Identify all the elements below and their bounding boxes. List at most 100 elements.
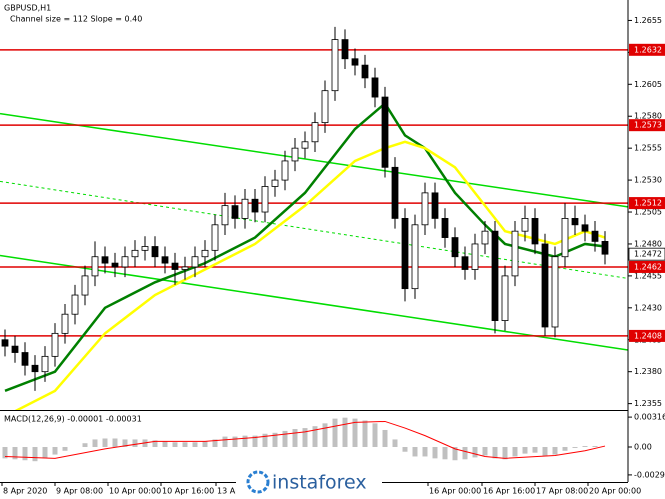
macd-bar bbox=[312, 426, 318, 447]
candle-body bbox=[101, 256, 109, 264]
candle-body bbox=[171, 262, 179, 270]
candle-body bbox=[441, 218, 449, 238]
y-tick-label: 1.2355 bbox=[634, 399, 662, 408]
macd-bar bbox=[232, 436, 238, 447]
macd-bar bbox=[332, 418, 338, 447]
y-tick-label: 1.2655 bbox=[634, 16, 662, 25]
candle-body bbox=[71, 294, 79, 315]
macd-bar bbox=[592, 446, 598, 447]
candle-body bbox=[471, 243, 479, 270]
candle-body bbox=[241, 198, 249, 219]
level-label: 1.2408 bbox=[634, 331, 662, 340]
watermark-text: instaforex bbox=[272, 472, 367, 494]
macd-bar bbox=[562, 447, 568, 451]
channel-line bbox=[0, 180, 628, 279]
candle-body bbox=[111, 262, 119, 268]
candle-body bbox=[391, 166, 399, 219]
macd-bar bbox=[252, 435, 258, 447]
macd-bar bbox=[572, 447, 578, 448]
candle-body bbox=[41, 355, 49, 373]
macd-plot bbox=[2, 417, 606, 462]
candle-body bbox=[591, 230, 599, 242]
candle-body bbox=[511, 230, 519, 277]
candle-body bbox=[211, 224, 219, 251]
macd-bar bbox=[442, 447, 448, 460]
candle-body bbox=[91, 256, 99, 277]
macd-bar bbox=[182, 442, 188, 447]
macd-bar bbox=[302, 428, 308, 447]
y-tick-label: 1.2455 bbox=[634, 271, 662, 280]
channel-line bbox=[0, 112, 628, 208]
y-tick-label: 1.2430 bbox=[634, 303, 662, 312]
candle-body bbox=[581, 224, 589, 232]
labels: 1.26551.26301.26051.25801.25551.25301.25… bbox=[1, 16, 665, 496]
candle-body bbox=[251, 198, 259, 213]
x-tick-label: 16 Apr 00:00 bbox=[429, 487, 481, 496]
macd-bar bbox=[212, 439, 218, 447]
level-label: 1.2632 bbox=[634, 45, 662, 54]
macd-bar bbox=[292, 429, 298, 447]
level-label-bg bbox=[629, 43, 665, 56]
price-plot bbox=[0, 26, 628, 410]
candle-body bbox=[401, 218, 409, 290]
macd-title: MACD(12,26,9) -0.00001 -0.00031 bbox=[4, 415, 142, 424]
x-tick-label: 20 Apr 00:00 bbox=[589, 487, 641, 496]
candle-body bbox=[301, 141, 309, 149]
macd-bar bbox=[422, 447, 428, 457]
y-tick-label: -0.00295 bbox=[634, 470, 665, 479]
candle-body bbox=[321, 90, 329, 124]
candle-body bbox=[261, 186, 269, 213]
level-label-bg bbox=[629, 119, 665, 132]
watermark: instaforex bbox=[236, 462, 382, 499]
candle-body bbox=[141, 246, 149, 251]
level-label-bg bbox=[629, 260, 665, 273]
x-tick-label: 9 Apr 08:00 bbox=[56, 487, 103, 496]
chart-title: GBPUSD,H1 bbox=[4, 4, 51, 13]
y-tick-label: 1.2480 bbox=[634, 239, 662, 248]
price-label: 1.2472 bbox=[634, 250, 662, 259]
candle-body bbox=[61, 313, 69, 334]
x-tick-label: 16 Apr 16:00 bbox=[483, 487, 535, 496]
candle-body bbox=[11, 345, 19, 353]
macd-bar bbox=[202, 441, 208, 447]
macd-bar bbox=[402, 447, 408, 452]
level-label: 1.2512 bbox=[634, 199, 662, 208]
candle-body bbox=[131, 249, 139, 258]
macd-bar bbox=[62, 447, 68, 451]
candle-body bbox=[491, 230, 499, 321]
candle-body bbox=[341, 39, 349, 60]
macd-bar bbox=[512, 447, 518, 457]
candle-body bbox=[431, 192, 439, 219]
x-tick-label: 10 Apr 16:00 bbox=[162, 487, 214, 496]
macd-bar bbox=[112, 438, 118, 447]
x-tick-label: 17 Apr 08:00 bbox=[536, 487, 588, 496]
macd-bar bbox=[472, 447, 478, 458]
macd-bar bbox=[42, 447, 48, 459]
candle-body bbox=[381, 96, 389, 168]
y-tick-label: 1.2555 bbox=[634, 144, 662, 153]
macd-bar bbox=[282, 430, 288, 447]
macd-bar bbox=[412, 447, 418, 457]
candle-body bbox=[411, 224, 419, 290]
candle-body bbox=[151, 246, 159, 258]
macd-bar bbox=[322, 423, 328, 447]
candle-body bbox=[201, 249, 209, 258]
macd-bar bbox=[382, 429, 388, 447]
macd-bar bbox=[52, 447, 58, 455]
macd-bar bbox=[132, 439, 138, 447]
y-tick-label: 0.00 bbox=[634, 443, 652, 452]
candle-body bbox=[121, 256, 129, 268]
macd-bar bbox=[32, 447, 38, 462]
y-tick-label: 1.2605 bbox=[634, 80, 662, 89]
macd-bar bbox=[262, 433, 268, 447]
candle-body bbox=[421, 192, 429, 226]
candle-body bbox=[571, 218, 579, 226]
macd-bar bbox=[582, 446, 588, 447]
y-tick-label: 1.2530 bbox=[634, 176, 662, 185]
candle-body bbox=[231, 205, 239, 219]
macd-bar bbox=[392, 439, 398, 447]
macd-bar bbox=[152, 440, 158, 447]
candle-body bbox=[161, 256, 169, 264]
candle-body bbox=[531, 218, 539, 245]
